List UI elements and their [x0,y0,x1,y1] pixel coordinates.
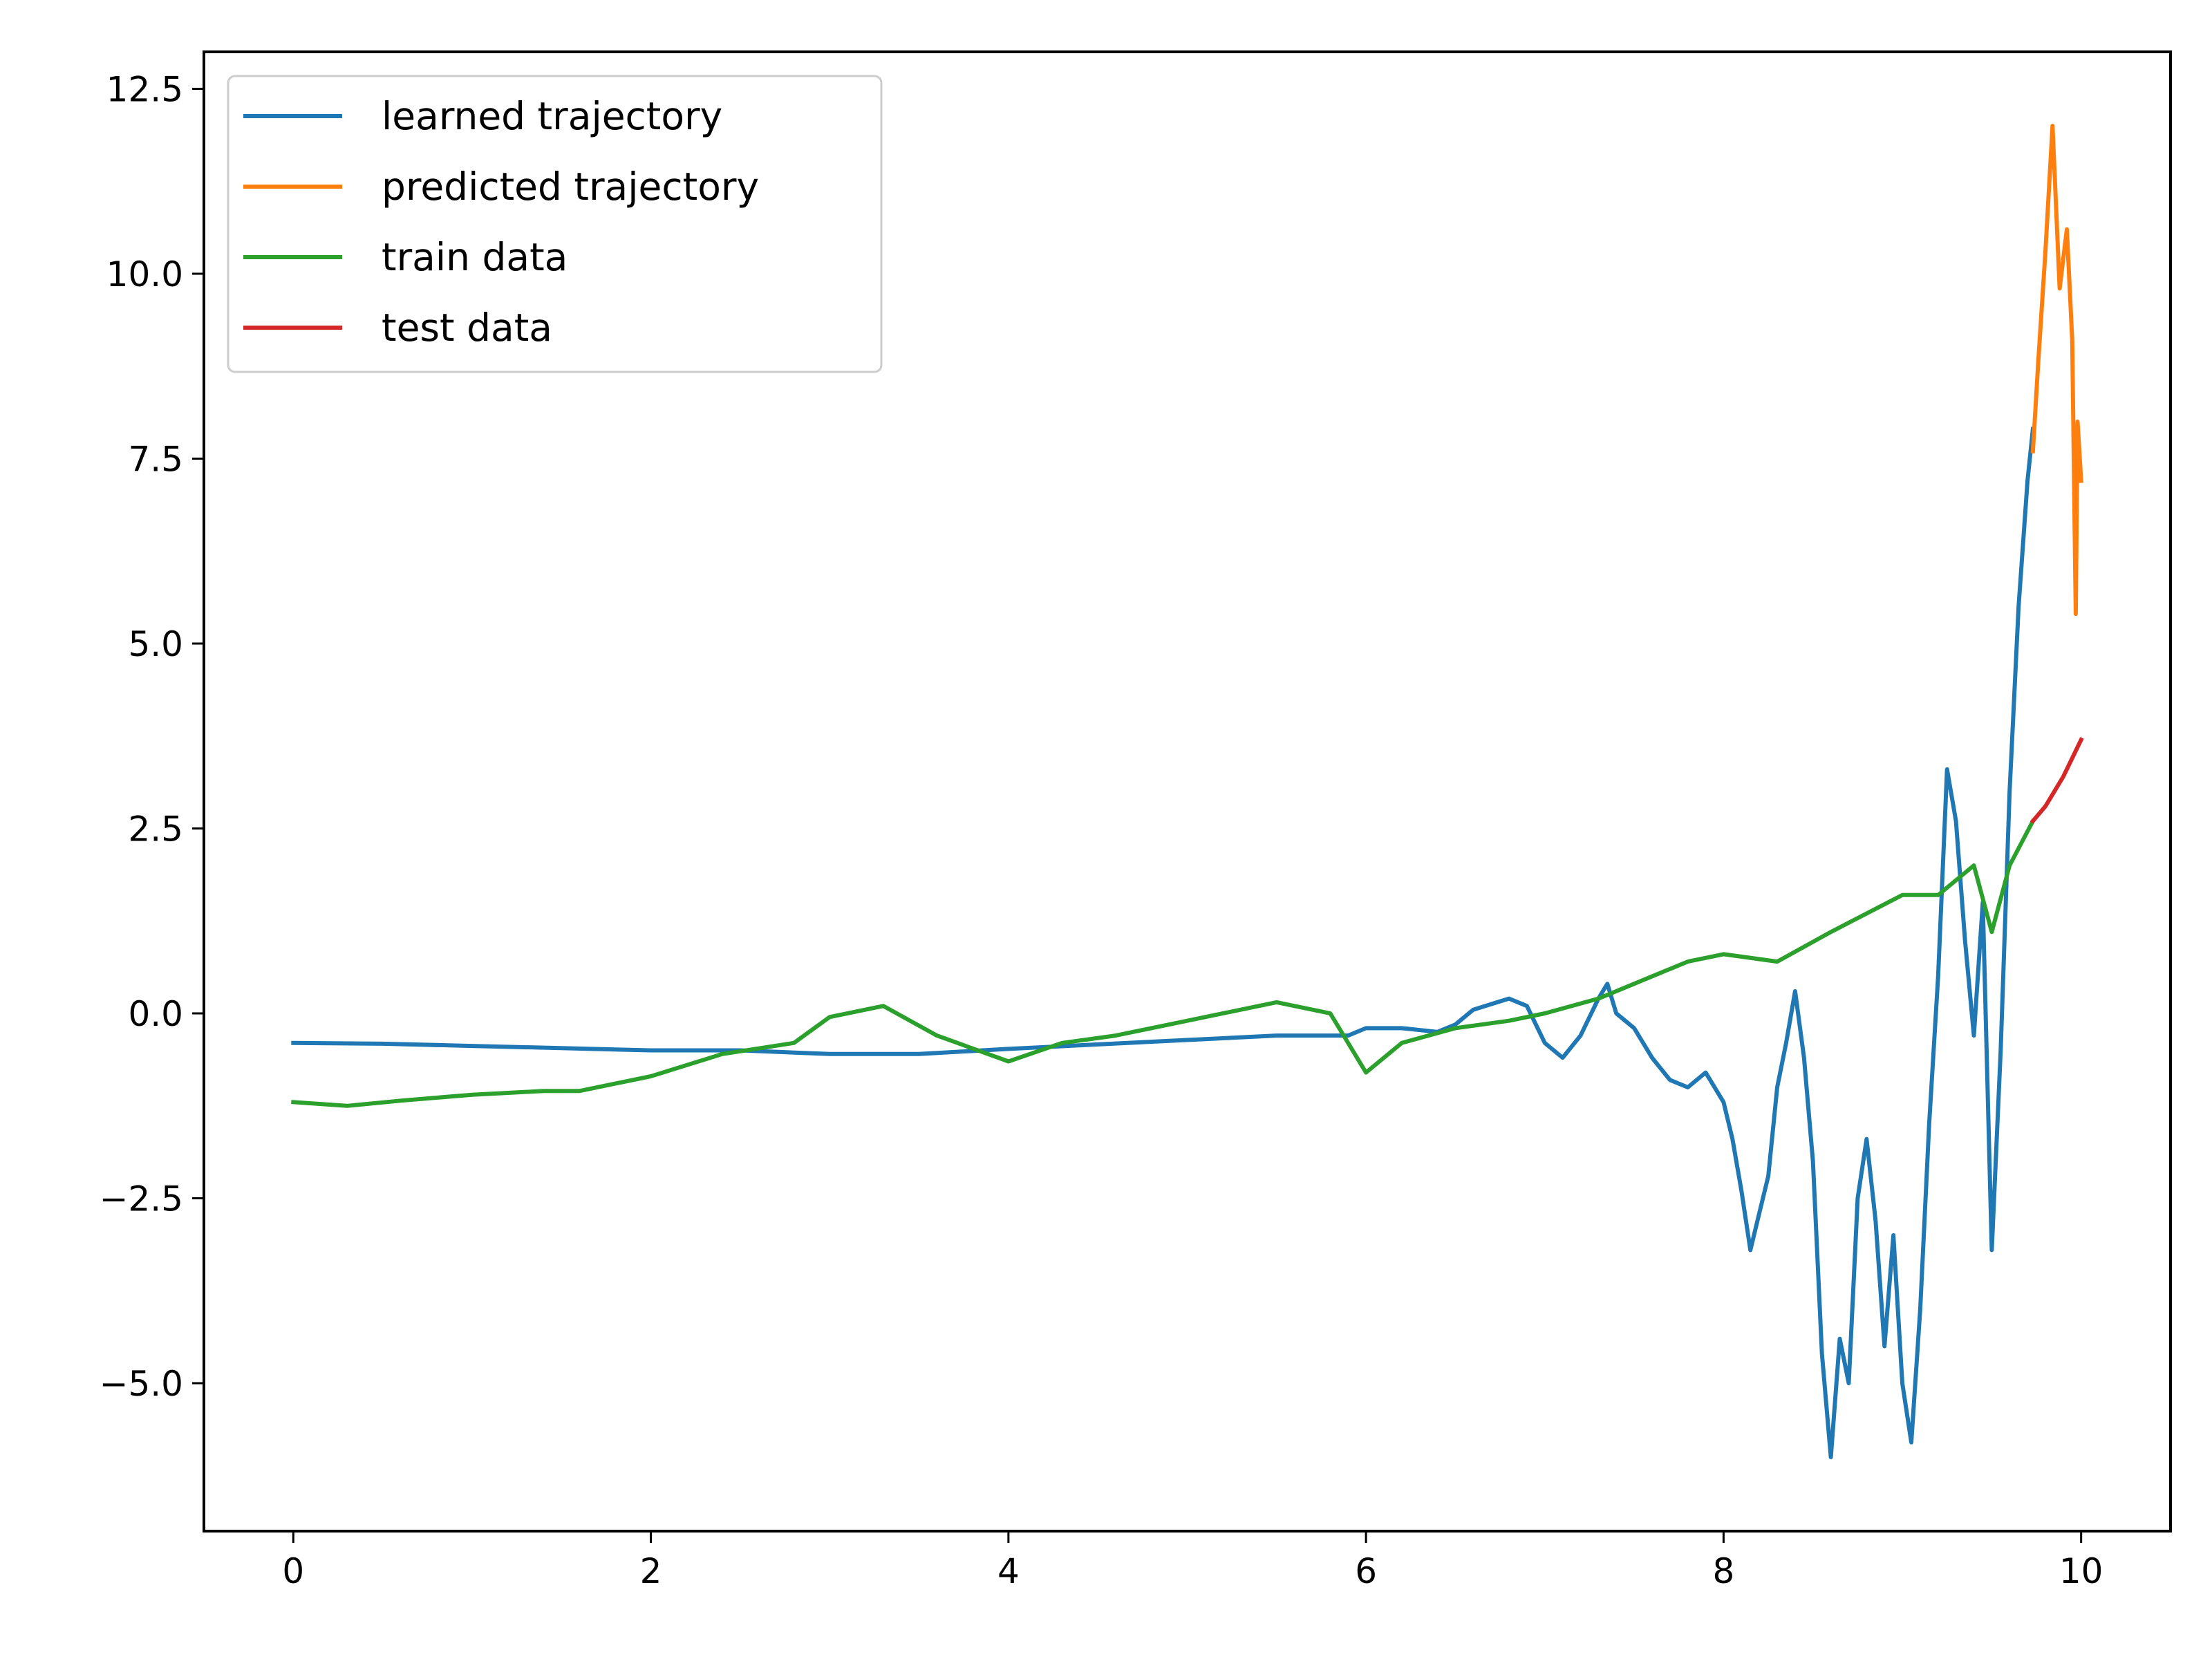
x-tick-label: 10 [2059,1551,2103,1591]
legend: learned trajectory predicted trajectory tr… [227,75,883,373]
x-tick-label: 4 [997,1551,1020,1591]
y-tick-label: 10.0 [106,254,183,294]
x-tick-label: 8 [1713,1551,1735,1591]
series-line-predicted-trajectory [2030,124,2083,617]
y-tick-label: 5.0 [128,624,183,664]
x-tick-label: 2 [640,1551,662,1591]
series-line-learned-trajectory [291,427,2036,1459]
x-tick-label: 6 [1355,1551,1377,1591]
legend-label-train-data: train data [382,235,568,279]
legend-label-learned-trajectory: learned trajectory [382,94,722,138]
y-tick-label: 2.5 [128,809,183,850]
plot-frame [203,50,2172,1533]
series-line-test-data [2030,737,2084,825]
legend-label-test-data: test data [382,306,552,350]
y-tick-label: 7.5 [128,440,183,480]
series-line-train-data [291,818,2036,1108]
legend-label-predicted-trajectory: predicted trajectory [382,165,759,209]
y-tick-label: −2.5 [100,1179,183,1219]
x-tick-label: 0 [282,1551,304,1591]
y-tick-label: −5.0 [100,1364,183,1404]
x-axis: 0 2 4 6 8 10 [282,1531,2103,1591]
series-layer [291,124,2084,1459]
y-tick-label: 0.0 [128,994,183,1034]
y-axis: −5.0 −2.5 0.0 2.5 5.0 7.5 10.0 12.5 [100,70,204,1404]
legend-box [227,75,883,373]
y-tick-label: 12.5 [106,70,183,110]
